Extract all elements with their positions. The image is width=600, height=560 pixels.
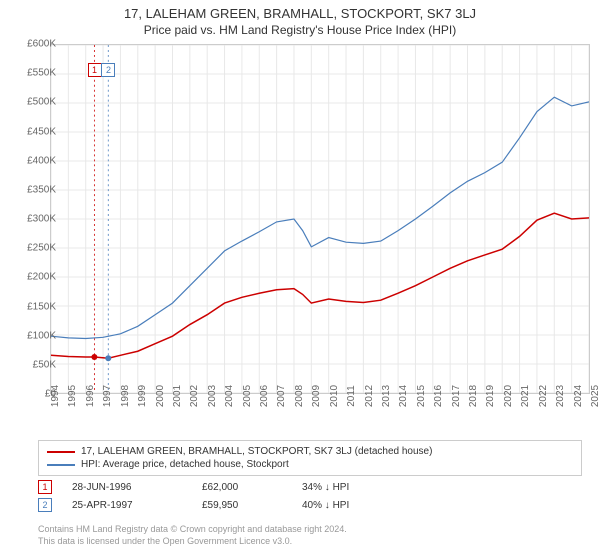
x-axis-label: 2016 <box>433 385 444 407</box>
x-axis-label: 2008 <box>294 385 305 407</box>
chart-title: 17, LALEHAM GREEN, BRAMHALL, STOCKPORT, … <box>0 0 600 21</box>
y-axis-label: £100K <box>27 330 56 341</box>
x-axis-label: 1999 <box>137 385 148 407</box>
sale-marker-box: 1 <box>88 63 102 77</box>
y-axis-label: £400K <box>27 155 56 166</box>
x-axis-label: 1998 <box>120 385 131 407</box>
sale-price: £59,950 <box>202 500 302 511</box>
x-axis-label: 2006 <box>259 385 270 407</box>
chart-container: 17, LALEHAM GREEN, BRAMHALL, STOCKPORT, … <box>0 0 600 560</box>
y-axis-label: £50K <box>33 359 56 370</box>
sale-date: 28-JUN-1996 <box>72 482 202 493</box>
x-axis-label: 2000 <box>155 385 166 407</box>
sale-price: £62,000 <box>202 482 302 493</box>
x-axis-label: 2003 <box>207 385 218 407</box>
chart-plot-area: 12 <box>50 44 590 394</box>
x-axis-label: 2011 <box>346 385 357 407</box>
footer: Contains HM Land Registry data © Crown c… <box>38 524 347 547</box>
legend: 17, LALEHAM GREEN, BRAMHALL, STOCKPORT, … <box>38 440 582 476</box>
x-axis-label: 2001 <box>172 385 183 407</box>
legend-label: 17, LALEHAM GREEN, BRAMHALL, STOCKPORT, … <box>81 446 432 457</box>
x-axis-label: 2013 <box>381 385 392 407</box>
sale-diff: 34% ↓ HPI <box>302 482 422 493</box>
x-axis-label: 2005 <box>242 385 253 407</box>
footer-line-1: Contains HM Land Registry data © Crown c… <box>38 524 347 536</box>
sale-number-box: 1 <box>38 480 52 494</box>
sale-diff: 40% ↓ HPI <box>302 500 422 511</box>
sale-row: 2 25-APR-1997 £59,950 40% ↓ HPI <box>38 496 422 514</box>
x-axis-label: 2023 <box>555 385 566 407</box>
x-axis-label: 1994 <box>50 385 61 407</box>
chart-subtitle: Price paid vs. HM Land Registry's House … <box>0 21 600 41</box>
x-axis-label: 2007 <box>276 385 287 407</box>
y-axis-label: £300K <box>27 214 56 225</box>
sale-marker-box: 2 <box>101 63 115 77</box>
x-axis-label: 2021 <box>520 385 531 407</box>
legend-row: 17, LALEHAM GREEN, BRAMHALL, STOCKPORT, … <box>47 445 573 458</box>
x-axis-label: 2004 <box>224 385 235 407</box>
x-axis-label: 2002 <box>189 385 200 407</box>
x-axis-label: 2015 <box>416 385 427 407</box>
legend-label: HPI: Average price, detached house, Stoc… <box>81 459 289 470</box>
x-axis-label: 2017 <box>451 385 462 407</box>
x-axis-label: 2024 <box>573 385 584 407</box>
x-axis-label: 2012 <box>364 385 375 407</box>
sale-number-box: 2 <box>38 498 52 512</box>
y-axis-label: £500K <box>27 97 56 108</box>
x-axis-label: 2014 <box>398 385 409 407</box>
y-axis-label: £550K <box>27 68 56 79</box>
y-axis-label: £150K <box>27 301 56 312</box>
x-axis-label: 1996 <box>85 385 96 407</box>
x-axis-label: 1995 <box>67 385 78 407</box>
sale-date: 25-APR-1997 <box>72 500 202 511</box>
y-axis-label: £600K <box>27 39 56 50</box>
sales-table: 1 28-JUN-1996 £62,000 34% ↓ HPI 2 25-APR… <box>38 478 422 514</box>
y-axis-label: £450K <box>27 126 56 137</box>
y-axis-label: £350K <box>27 184 56 195</box>
x-axis-label: 2018 <box>468 385 479 407</box>
footer-line-2: This data is licensed under the Open Gov… <box>38 536 347 548</box>
x-axis-label: 2019 <box>485 385 496 407</box>
x-axis-label: 2022 <box>538 385 549 407</box>
x-axis-label: 1997 <box>102 385 113 407</box>
chart-svg <box>51 45 589 393</box>
x-axis-label: 2025 <box>590 385 600 407</box>
legend-swatch <box>47 451 75 453</box>
legend-row: HPI: Average price, detached house, Stoc… <box>47 458 573 471</box>
x-axis-label: 2010 <box>329 385 340 407</box>
legend-swatch <box>47 464 75 466</box>
x-axis-label: 2009 <box>311 385 322 407</box>
y-axis-label: £250K <box>27 243 56 254</box>
sale-row: 1 28-JUN-1996 £62,000 34% ↓ HPI <box>38 478 422 496</box>
y-axis-label: £200K <box>27 272 56 283</box>
x-axis-label: 2020 <box>503 385 514 407</box>
